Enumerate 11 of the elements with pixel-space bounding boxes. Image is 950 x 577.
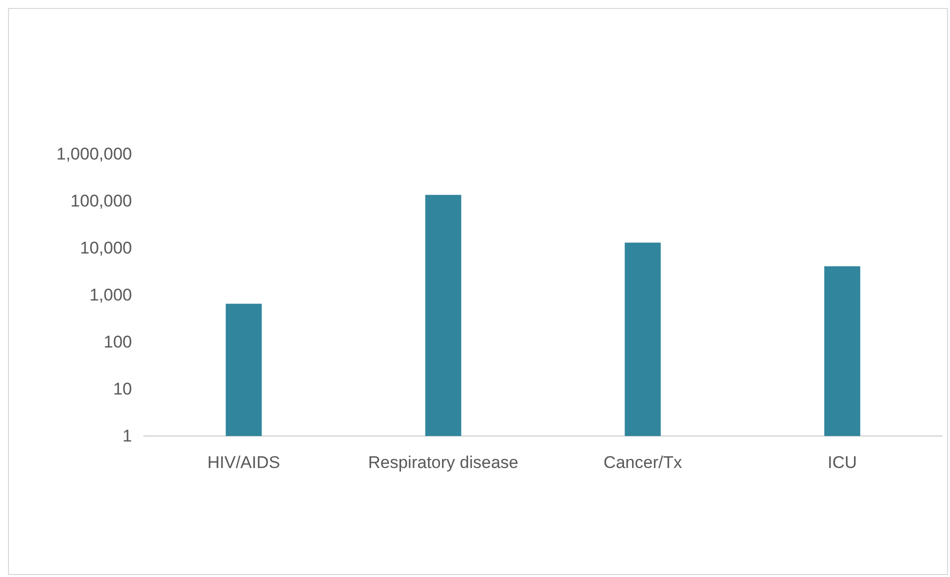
y-tick-label: 100 [104, 332, 132, 352]
x-tick-label: HIV/AIDS [207, 453, 280, 472]
y-tick-label: 10 [113, 380, 132, 398]
y-tick-label: 100,000 [70, 192, 132, 210]
x-tick-label: ICU [828, 453, 857, 472]
y-tick-label: 1 [122, 426, 132, 446]
y-tick-label: 10,000 [80, 238, 132, 258]
x-tick-label: Respiratory disease [368, 453, 518, 472]
y-tick-label: 1,000,000 [56, 144, 132, 164]
y-tick-label: 1,000 [89, 286, 132, 304]
x-tick-label: Cancer/Tx [604, 453, 682, 472]
